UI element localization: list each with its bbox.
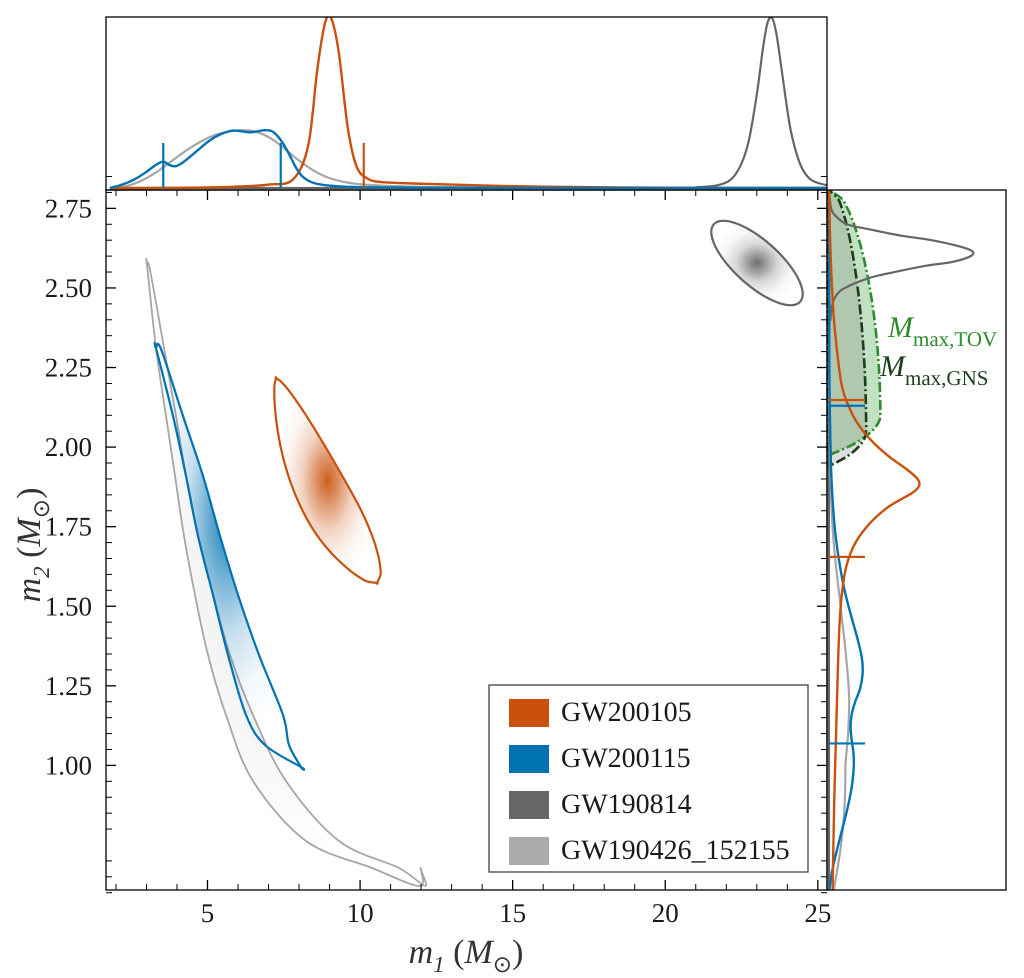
svg-text:25: 25 — [804, 898, 831, 928]
svg-text:2.25: 2.25 — [45, 353, 92, 383]
svg-text:m2 (M⊙): m2 (M⊙) — [11, 488, 54, 603]
svg-text:m1 (M⊙): m1 (M⊙) — [409, 934, 524, 977]
svg-text:10: 10 — [347, 898, 374, 928]
svg-text:Mmax,TOV: Mmax,TOV — [887, 311, 997, 351]
svg-text:2.75: 2.75 — [45, 193, 92, 223]
svg-text:1.50: 1.50 — [45, 591, 92, 621]
svg-text:GW190814: GW190814 — [561, 789, 692, 820]
svg-text:20: 20 — [652, 898, 679, 928]
svg-text:1.00: 1.00 — [45, 750, 92, 780]
svg-text:1.25: 1.25 — [45, 671, 92, 701]
svg-text:GW200105: GW200105 — [561, 697, 692, 728]
svg-text:Mmax,GNS: Mmax,GNS — [879, 350, 988, 390]
svg-text:GW200115: GW200115 — [561, 743, 691, 774]
svg-text:5: 5 — [201, 898, 215, 928]
svg-text:2.50: 2.50 — [45, 273, 92, 303]
svg-text:15: 15 — [499, 898, 526, 928]
svg-text:GW190426_152155: GW190426_152155 — [561, 835, 790, 866]
svg-text:2.00: 2.00 — [45, 432, 92, 462]
